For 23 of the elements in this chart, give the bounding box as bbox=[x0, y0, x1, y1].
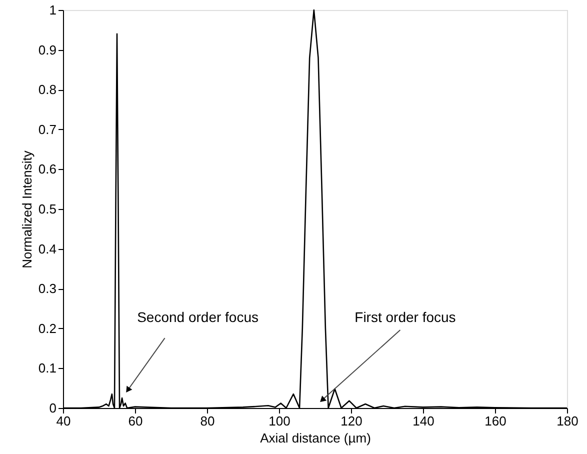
x-tick-label: 80 bbox=[200, 414, 215, 428]
x-tick-label: 140 bbox=[412, 414, 434, 428]
x-tick-label: 180 bbox=[556, 414, 578, 428]
x-tick-label: 120 bbox=[340, 414, 362, 428]
y-tick-label: 0.3 bbox=[38, 281, 56, 296]
x-tick-label: 160 bbox=[484, 414, 506, 428]
y-tick-label: 0.1 bbox=[38, 360, 56, 376]
annotation: Second order focus bbox=[137, 309, 259, 326]
x-tick-label: 40 bbox=[56, 414, 71, 428]
y-tick-label: 0.9 bbox=[38, 42, 56, 58]
y-axis-title: Normalized Intensity bbox=[19, 150, 34, 268]
x-tick-label: 60 bbox=[128, 414, 143, 428]
y-tick-label: 0.6 bbox=[38, 162, 56, 177]
x-tick-label: 100 bbox=[268, 414, 290, 428]
y-tick-label: 0.4 bbox=[38, 241, 56, 256]
annotation: First order focus bbox=[354, 309, 456, 326]
y-tick-label: 0.2 bbox=[38, 320, 56, 336]
y-tick-label: 0.7 bbox=[38, 122, 56, 137]
y-tick-label: 1 bbox=[49, 2, 56, 18]
x-axis-title: Axial distance (µm) bbox=[260, 430, 371, 446]
y-tick-label: 0.8 bbox=[38, 82, 56, 98]
y-tick-label: 0 bbox=[49, 400, 56, 416]
y-tick-label: 0.5 bbox=[38, 202, 56, 216]
